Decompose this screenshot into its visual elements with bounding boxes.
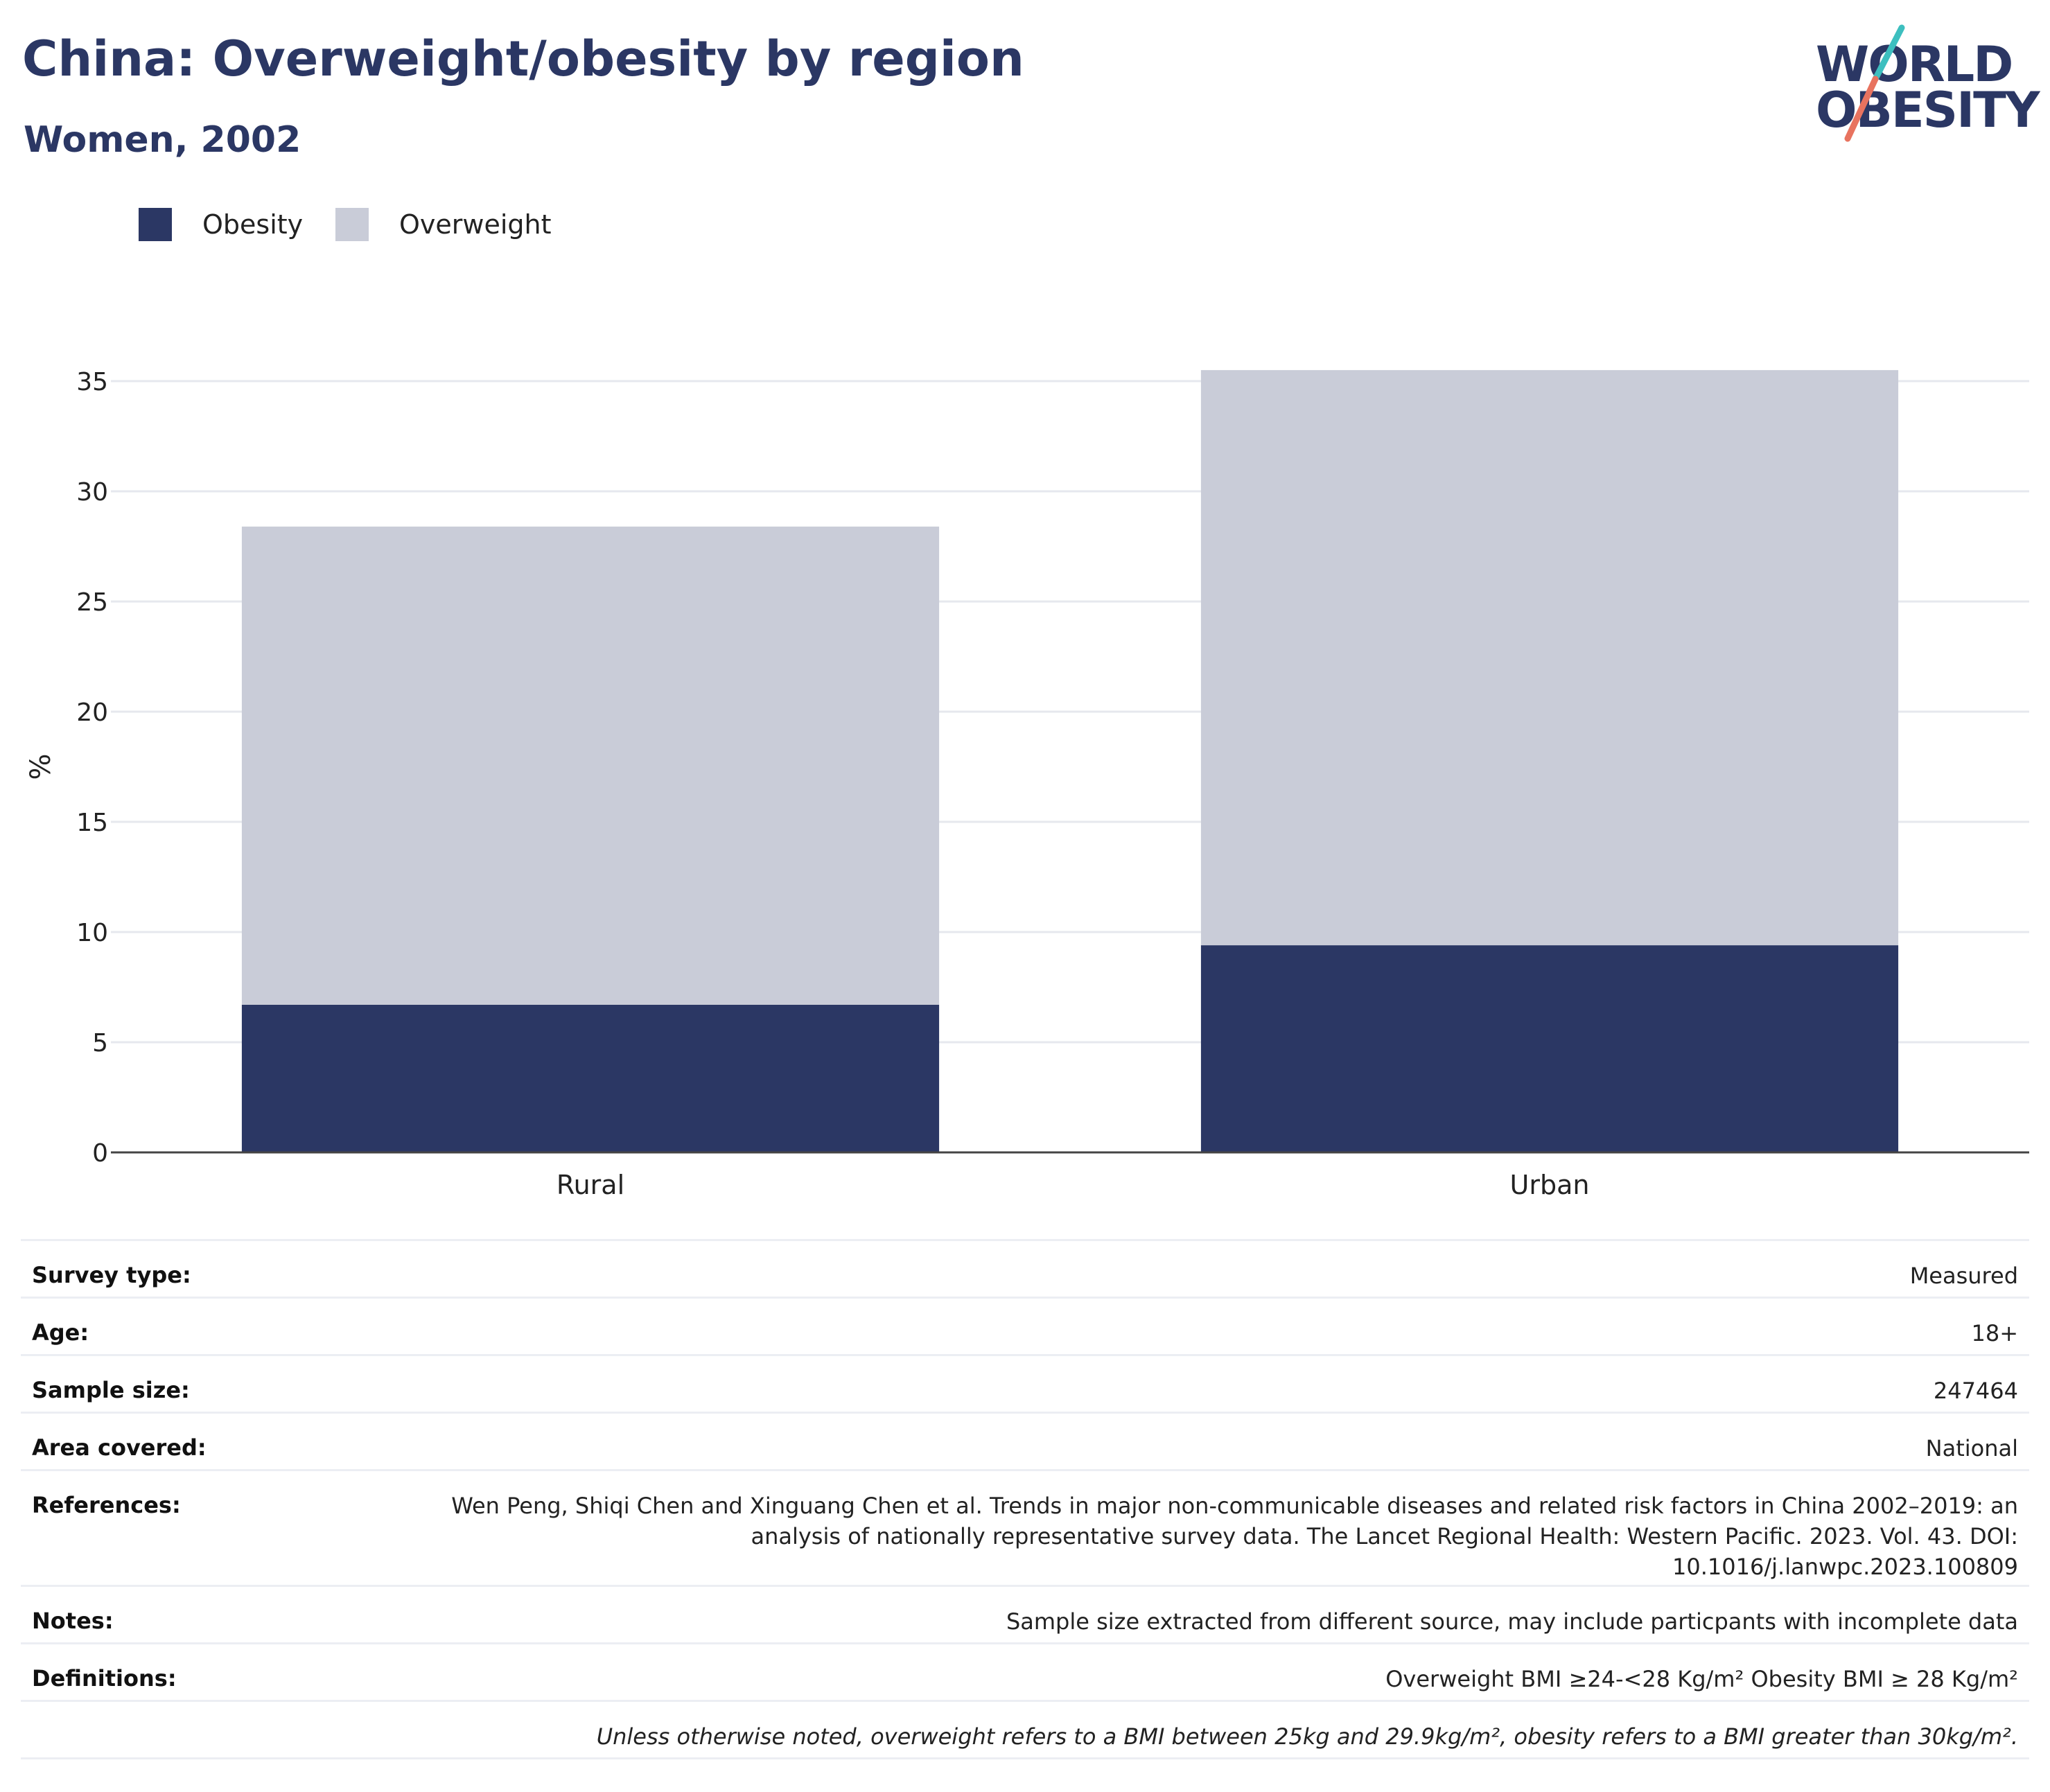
bar-urban-overweight: [1200, 370, 1899, 946]
bar-rural-obesity: [241, 1004, 940, 1152]
table-bottom-border: [21, 1757, 2029, 1759]
legend-label-obesity: Obesity: [202, 209, 304, 240]
info-label: References:: [32, 1492, 181, 1518]
world-obesity-logo: WORLD OBESITY: [1795, 21, 2040, 146]
y-tick-label: 0: [92, 1139, 108, 1168]
info-row-sample-size: Sample size: 247464: [21, 1354, 2029, 1412]
y-tick-label: 30: [76, 478, 108, 507]
info-row-age: Age: 18+: [21, 1297, 2029, 1354]
bar-group: [241, 370, 1899, 1152]
y-tick-label: 35: [76, 368, 108, 396]
logo-slash-icon: [1844, 24, 1905, 142]
info-value: Sample size extracted from different sou…: [1006, 1608, 2018, 1635]
bar-chart: 0 5 10 15 20 25 30 35% Rural Urban: [25, 368, 2029, 1199]
info-label: Area covered:: [32, 1434, 207, 1461]
info-value: Wen Peng, Shiqi Chen and Xinguang Chen e…: [451, 1493, 2018, 1580]
info-row-references: References: Wen Peng, Shiqi Chen and Xin…: [21, 1469, 2029, 1585]
info-label: Survey type:: [32, 1262, 191, 1288]
info-label: Notes:: [32, 1608, 114, 1634]
bar-urban-obesity: [1200, 945, 1899, 1152]
y-tick-label: 20: [76, 699, 108, 727]
legend-swatch-obesity: [139, 208, 172, 241]
info-label: Definitions:: [32, 1665, 177, 1692]
x-tick-label: Urban: [1510, 1170, 1590, 1199]
info-row-definitions: Definitions: Overweight BMI ≥24-<28 Kg/m…: [21, 1642, 2029, 1700]
y-tick-label: 10: [76, 919, 108, 947]
info-value: 18+: [1971, 1320, 2018, 1346]
info-label: Sample size:: [32, 1377, 190, 1403]
info-value: Measured: [1909, 1263, 2018, 1289]
info-row-area-covered: Area covered: National: [21, 1412, 2029, 1469]
logo-text-world: WORLD: [1816, 36, 2013, 93]
bar-rural-overweight: [241, 526, 940, 1005]
legend-label-overweight: Overweight: [399, 209, 552, 240]
y-axis-label: %: [25, 753, 57, 780]
info-row-survey-type: Survey type: Measured: [21, 1239, 2029, 1297]
info-value: National: [1925, 1435, 2018, 1461]
info-value: 247464: [1933, 1378, 2018, 1404]
x-tick-label: Rural: [557, 1170, 624, 1199]
info-label: Age:: [32, 1319, 89, 1346]
chart-title: China: Overweight/obesity by region: [22, 30, 1024, 87]
y-tick-label: 15: [76, 809, 108, 837]
survey-info-table: Survey type: Measured Age: 18+ Sample si…: [21, 1239, 2029, 1759]
info-row-footnote: Unless otherwise noted, overweight refer…: [21, 1700, 2029, 1757]
info-value: Overweight BMI ≥24-<28 Kg/m² Obesity BMI…: [1385, 1666, 2018, 1692]
y-tick-label: 5: [92, 1029, 108, 1057]
y-tick-label: 25: [76, 588, 108, 617]
axes: 0 5 10 15 20 25 30 35% Rural Urban: [25, 368, 2029, 1199]
legend-swatch-overweight: [335, 208, 369, 241]
chart-subtitle: Women, 2002: [24, 119, 301, 161]
info-row-notes: Notes: Sample size extracted from differ…: [21, 1585, 2029, 1642]
footnote-text: Unless otherwise noted, overweight refer…: [596, 1723, 2018, 1750]
